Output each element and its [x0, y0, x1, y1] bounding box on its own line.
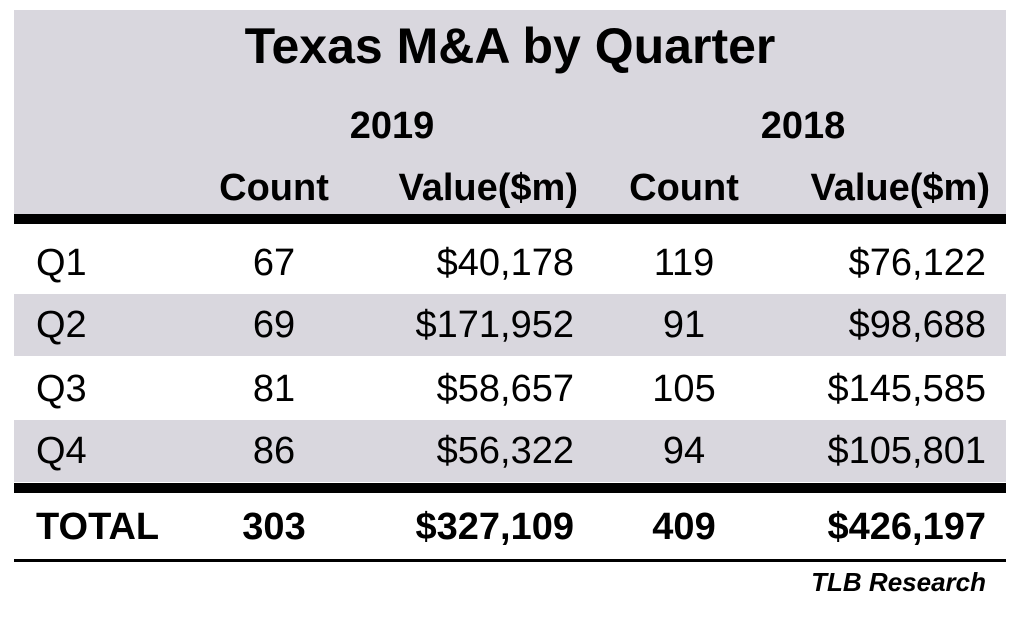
total-value-2018: $426,197	[827, 506, 987, 548]
row-label: Q1	[36, 242, 87, 284]
value-2019-cell: $171,952	[415, 304, 575, 346]
header-rule	[14, 214, 1006, 224]
value-2018-cell: $145,585	[827, 368, 987, 410]
count-2019-cell: 86	[252, 430, 296, 472]
table-row: Q1 67 $40,178 119 $76,122	[14, 232, 1006, 294]
year-2018-heading: 2018	[760, 105, 846, 147]
count-2018-cell: 94	[662, 430, 706, 472]
count-2018-cell: 119	[653, 242, 715, 284]
count-2018-cell: 91	[662, 304, 706, 346]
total-count-2018: 409	[652, 506, 716, 548]
row-label: Q2	[36, 304, 87, 346]
header-count-2019: Count	[219, 167, 329, 209]
count-2019-cell: 69	[252, 304, 296, 346]
total-label: TOTAL	[36, 506, 160, 548]
table-row: Q4 86 $56,322 94 $105,801	[14, 420, 1006, 482]
table-row: Q3 81 $58,657 105 $145,585	[14, 358, 1006, 420]
value-2019-cell: $40,178	[436, 242, 574, 284]
count-2019-cell: 67	[252, 242, 296, 284]
total-value-2019: $327,109	[415, 506, 575, 548]
source-credit: TLB Research	[811, 567, 986, 597]
header-value-2019: Value($m)	[398, 167, 578, 209]
row-label: Q4	[36, 430, 87, 472]
value-2018-cell: $98,688	[848, 304, 986, 346]
row-label: Q3	[36, 368, 87, 410]
total-rule	[14, 483, 1006, 493]
value-2018-cell: $76,122	[848, 242, 986, 284]
value-2019-cell: $56,322	[436, 430, 574, 472]
count-2019-cell: 81	[252, 368, 296, 410]
count-2018-cell: 105	[652, 368, 716, 410]
total-row: TOTAL 303 $327,109 409 $426,197	[14, 496, 1006, 558]
header-count-2018: Count	[629, 167, 739, 209]
value-2018-cell: $105,801	[827, 430, 987, 472]
total-count-2019: 303	[242, 506, 306, 548]
year-2019-heading: 2019	[349, 105, 435, 147]
header-background	[14, 10, 1006, 214]
header-value-2018: Value($m)	[810, 167, 990, 209]
table-row: Q2 69 $171,952 91 $98,688	[14, 294, 1006, 356]
bottom-rule	[14, 559, 1006, 562]
table-title: Texas M&A by Quarter	[244, 18, 776, 74]
value-2019-cell: $58,657	[436, 368, 574, 410]
